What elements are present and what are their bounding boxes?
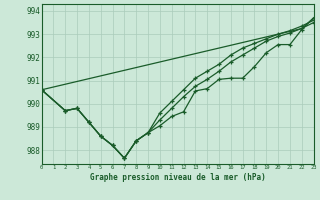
X-axis label: Graphe pression niveau de la mer (hPa): Graphe pression niveau de la mer (hPa) [90, 173, 266, 182]
